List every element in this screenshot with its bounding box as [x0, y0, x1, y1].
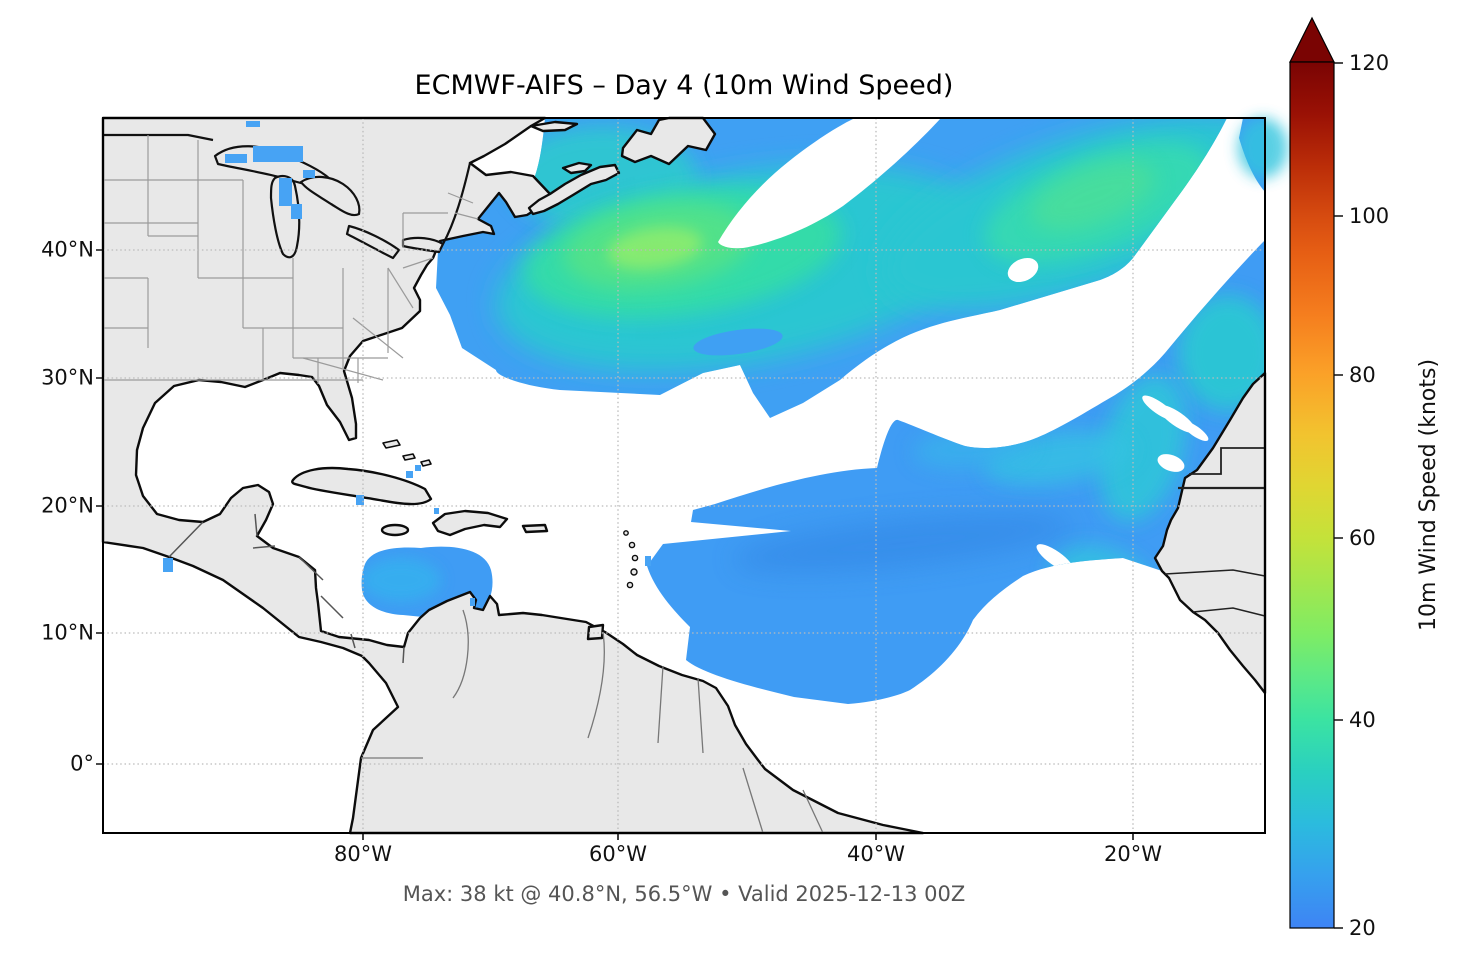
lake-michigan: [269, 175, 301, 259]
land-hispaniola: [431, 509, 509, 537]
lat-tick-10n: 10°N: [41, 620, 94, 645]
cb-tick-20: 20: [1349, 916, 1376, 940]
land-prince-edward-island: [561, 161, 593, 175]
cb-tick-60: 60: [1349, 526, 1376, 550]
land-cuba: [291, 466, 433, 506]
wind-region-nw-atlantic: [436, 118, 1227, 418]
colorbar-tick-labels: 120 100 80 60 40 20: [1349, 51, 1389, 940]
land-africa: [1153, 371, 1267, 695]
country-borders: [168, 513, 824, 834]
lake-huron: [299, 175, 361, 217]
lon-tick-20w: 20°W: [1104, 842, 1162, 866]
wind-lull-hole: [718, 118, 941, 249]
land-bahamas: [382, 439, 432, 467]
lat-tick-20n: 20°N: [41, 493, 94, 518]
st-lawrence-river: [442, 162, 472, 245]
us-canada-border: [103, 133, 214, 142]
land-jamaica: [380, 523, 410, 537]
wind-specks: [163, 121, 651, 606]
cb-tick-120: 120: [1349, 51, 1389, 75]
land-americas: [101, 116, 925, 835]
state-borders: [103, 135, 479, 384]
wind-region-top-right-corner: [1238, 118, 1288, 192]
max-wind-caption: Max: 38 kt @ 40.8°N, 56.5°W • Valid 2025…: [402, 882, 966, 906]
colorbar-ticks: [1334, 62, 1343, 929]
land-newfoundland: [620, 116, 717, 166]
axis-ticks: [96, 249, 1134, 840]
wind-streak-small: [693, 328, 783, 356]
africa-borders: [1164, 447, 1266, 617]
land-nova-scotia: [527, 163, 621, 216]
map-svg: [96, 116, 1288, 840]
lon-tick-40w: 40°W: [847, 842, 905, 866]
figure-title: ECMWF-AIFS – Day 4 (10m Wind Speed): [414, 70, 954, 101]
landmasses: [101, 116, 1267, 835]
land-puerto-rico: [521, 523, 549, 534]
map-frame: [102, 117, 1266, 834]
colorbar-panel: 120 100 80 60 40 20 10m Wind Speed (knot…: [1283, 10, 1466, 960]
map-panel: [96, 116, 1288, 840]
lon-tick-80w: 80°W: [334, 842, 392, 866]
lat-tick-30n: 30°N: [41, 365, 94, 390]
land-trinidad: [586, 623, 605, 641]
lat-tick-40n: 40°N: [41, 237, 94, 262]
colorbar-extend-arrow: [1289, 16, 1335, 63]
land-lesser-antilles: [623, 530, 639, 589]
lake-ontario: [401, 236, 445, 254]
graticule: [103, 118, 1265, 833]
colorbar-gradient: [1289, 61, 1335, 929]
cb-tick-100: 100: [1349, 204, 1389, 228]
lon-tick-60w: 60°W: [589, 842, 647, 866]
cb-tick-80: 80: [1349, 363, 1376, 387]
lat-tick-0: 0°: [70, 751, 94, 776]
cb-tick-40: 40: [1349, 708, 1376, 732]
colorbar-axis-label: 10m Wind Speed (knots): [1416, 359, 1441, 631]
lake-erie: [345, 224, 401, 260]
colorbar-svg: 120 100 80 60 40 20 10m Wind Speed (knot…: [1289, 16, 1441, 940]
land-anticosti: [529, 120, 579, 133]
